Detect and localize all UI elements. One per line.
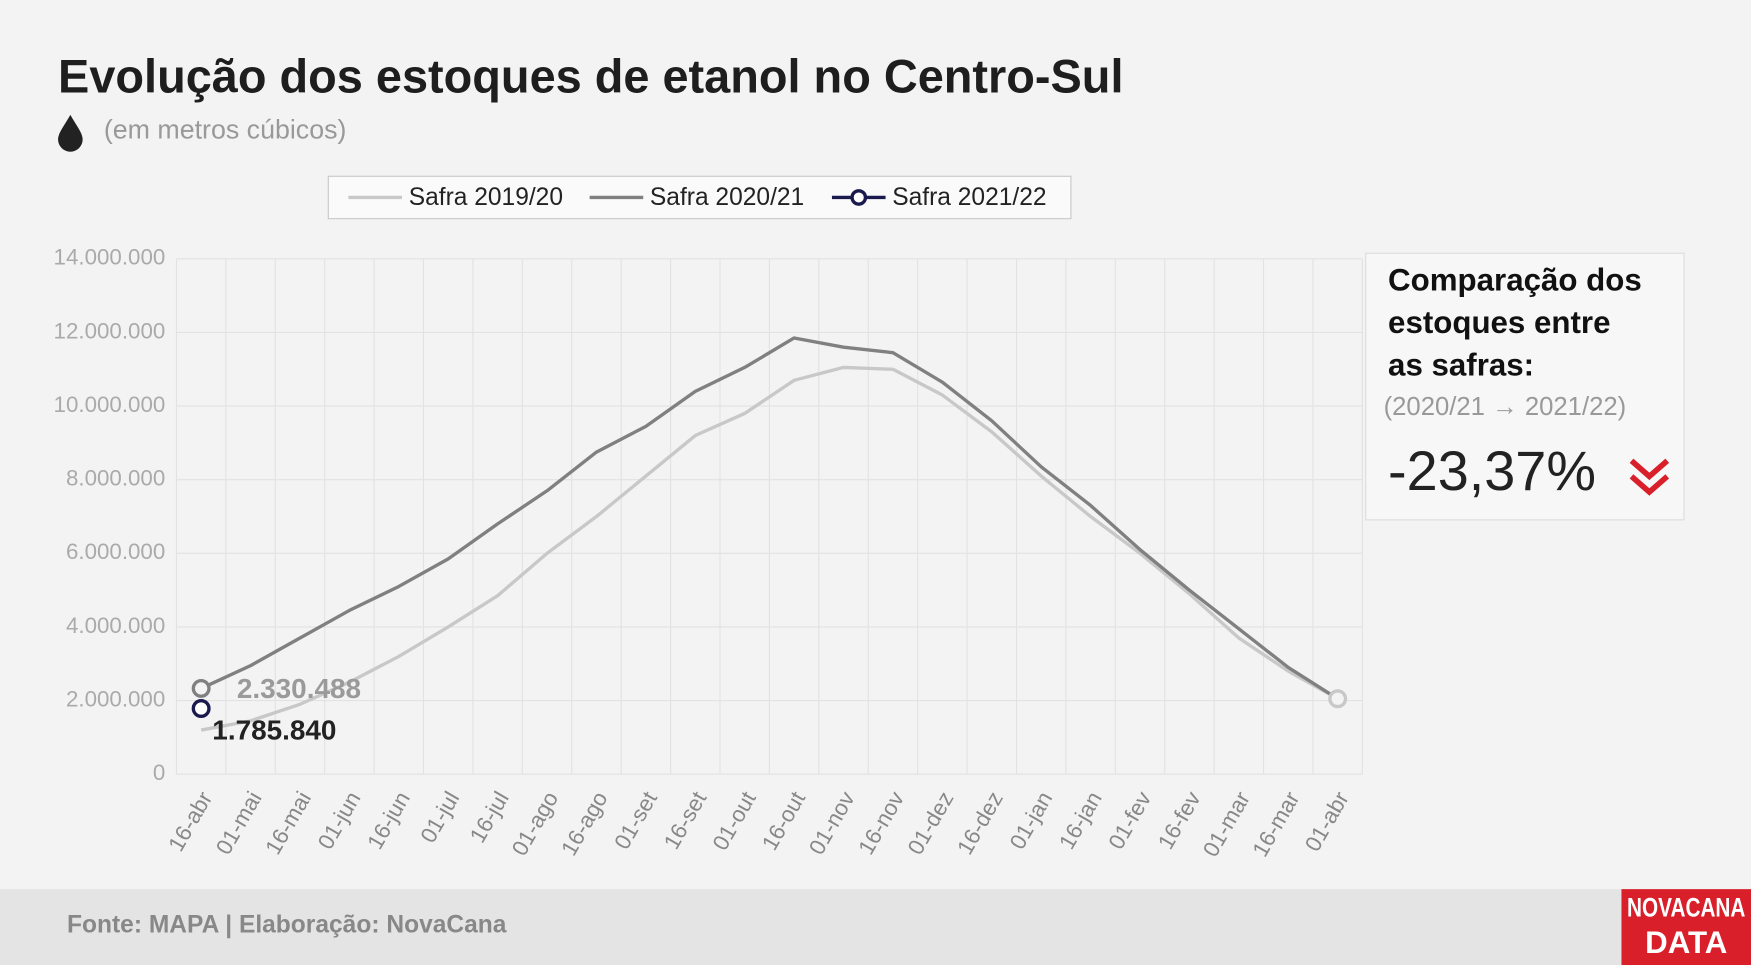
y-tick-label: 14.000.000 bbox=[54, 245, 166, 270]
x-tick-label: 01-mar bbox=[1198, 787, 1255, 861]
drop-icon bbox=[58, 114, 83, 152]
x-tick-label: 16-fev bbox=[1153, 787, 1206, 854]
x-tick-label: 01-ago bbox=[507, 787, 563, 860]
footer-source: Fonte: MAPA | Elaboração: NovaCana bbox=[67, 911, 507, 938]
comparison-period: (2020/21 → 2021/22) bbox=[1384, 393, 1627, 421]
point-marker bbox=[191, 699, 211, 718]
x-tick-label: 16-mar bbox=[1247, 787, 1304, 861]
logo bbox=[1621, 889, 1751, 965]
y-tick-label: 12.000.000 bbox=[54, 318, 166, 343]
legend-label: Safra 2021/22 bbox=[892, 184, 1046, 211]
x-tick-label: 01-jul bbox=[415, 787, 464, 847]
x-tick-label: 16-dez bbox=[952, 787, 1008, 859]
y-tick-label: 6.000.000 bbox=[66, 539, 165, 564]
x-tick-label: 01-mai bbox=[211, 787, 267, 859]
comparison-title: estoques entre bbox=[1388, 305, 1610, 340]
comparison-box bbox=[1365, 252, 1685, 521]
x-tick-label: 16-ago bbox=[556, 787, 612, 860]
data-label: 1.785.840 bbox=[212, 714, 336, 745]
series-line bbox=[200, 336, 1339, 701]
x-tick-label: 16-jun bbox=[362, 787, 415, 853]
legend-box bbox=[327, 175, 1072, 220]
x-tick-label: 01-abr bbox=[1300, 787, 1354, 856]
down-icon bbox=[1629, 458, 1670, 496]
footer-band bbox=[0, 889, 1751, 965]
legend-label: Safra 2020/21 bbox=[650, 184, 804, 211]
x-tick-label: 01-fev bbox=[1103, 787, 1156, 854]
legend-label: Safra 2019/20 bbox=[409, 184, 563, 211]
x-tick-label: 01-set bbox=[609, 787, 662, 854]
point-marker bbox=[191, 678, 211, 698]
x-tick-label: 16-nov bbox=[853, 787, 909, 859]
x-tick-label: 16-out bbox=[757, 787, 811, 855]
y-tick-label: 2.000.000 bbox=[66, 686, 165, 711]
logo-text: NOVACANA bbox=[1627, 892, 1745, 922]
comparison-title: as safras: bbox=[1388, 347, 1534, 382]
x-tick-label: 01-dez bbox=[903, 787, 959, 859]
chart-title: Evolução dos estoques de etanol no Centr… bbox=[58, 51, 1123, 103]
x-tick-label: 01-out bbox=[708, 787, 762, 855]
x-tick-label: 16-abr bbox=[163, 787, 217, 856]
x-tick-label: 16-jan bbox=[1054, 787, 1107, 853]
y-tick-label: 4.000.000 bbox=[66, 613, 165, 638]
chart-subtitle: (em metros cúbicos) bbox=[104, 115, 347, 145]
legend-marker bbox=[850, 189, 868, 206]
x-tick-label: 16-set bbox=[659, 787, 712, 854]
logo-text: DATA bbox=[1645, 925, 1727, 960]
series-line bbox=[200, 365, 1339, 732]
x-tick-label: 16-mai bbox=[260, 787, 316, 859]
comparison-title: Comparação dos bbox=[1388, 263, 1642, 298]
point-marker bbox=[1328, 689, 1348, 709]
x-tick-label: 16-jul bbox=[465, 787, 514, 847]
y-tick-label: 0 bbox=[153, 760, 165, 785]
y-tick-label: 10.000.000 bbox=[54, 392, 166, 417]
x-tick-label: 01-jun bbox=[313, 787, 366, 853]
comparison-value: -23,37% bbox=[1388, 439, 1596, 502]
y-tick-label: 8.000.000 bbox=[66, 466, 165, 491]
x-tick-label: 01-jan bbox=[1005, 787, 1058, 853]
data-label: 2.330.488 bbox=[237, 673, 361, 704]
x-tick-label: 01-nov bbox=[804, 787, 860, 859]
